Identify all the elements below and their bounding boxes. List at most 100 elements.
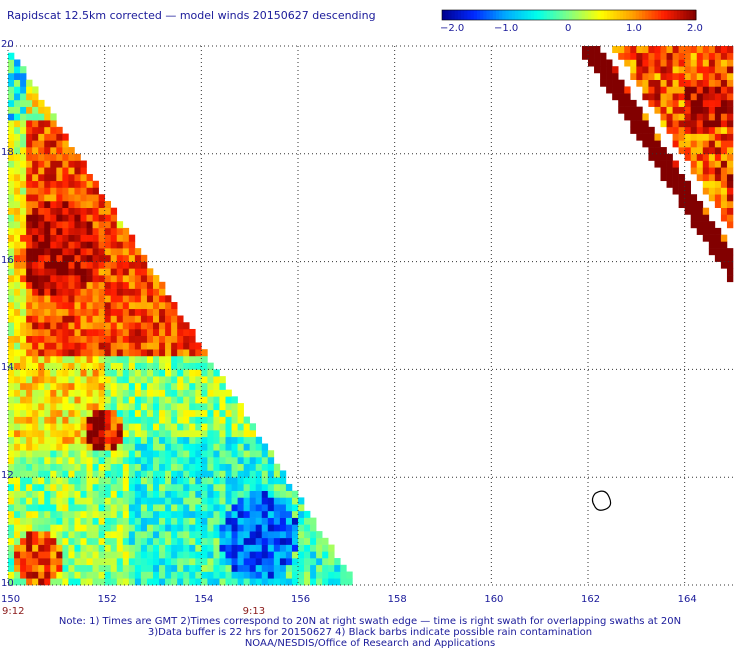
- heatmap-cell: [273, 544, 281, 552]
- heatmap-cell: [165, 558, 172, 566]
- heatmap-cell: [134, 376, 142, 384]
- heatmap-cell: [14, 315, 21, 323]
- heatmap-cell: [80, 362, 87, 370]
- heatmap-cell: [600, 79, 607, 87]
- heatmap-cell: [285, 517, 293, 525]
- heatmap-cell: [195, 450, 202, 458]
- heatmap-cell: [678, 86, 685, 94]
- heatmap-cell: [26, 126, 33, 134]
- heatmap-cell: [177, 558, 184, 566]
- heatmap-cell: [32, 147, 39, 155]
- heatmap-cell: [68, 416, 75, 424]
- heatmap-cell: [340, 578, 347, 586]
- heatmap-cell: [261, 524, 269, 532]
- heatmap-cell: [20, 483, 27, 491]
- heatmap-cell: [207, 497, 214, 505]
- heatmap-cell: [110, 376, 118, 384]
- heatmap-cell: [98, 227, 105, 235]
- heatmap-cell: [14, 355, 21, 363]
- heatmap-cell: [92, 214, 99, 222]
- heatmap-cell: [14, 504, 21, 512]
- heatmap-cell: [696, 221, 704, 229]
- heatmap-cell: [80, 564, 87, 572]
- heatmap-cell: [255, 510, 263, 518]
- heatmap-cell: [20, 551, 27, 559]
- heatmap-cell: [714, 234, 722, 242]
- heatmap-cell: [219, 490, 226, 498]
- heatmap-cell: [267, 564, 275, 572]
- heatmap-cell: [50, 376, 57, 384]
- heatmap-cell: [153, 315, 160, 323]
- heatmap-cell: [128, 450, 136, 458]
- heatmap-cell: [213, 564, 220, 572]
- heatmap-cell: [110, 537, 118, 545]
- heatmap-cell: [660, 93, 667, 101]
- heatmap-cell: [44, 362, 51, 370]
- heatmap-cell: [714, 227, 722, 235]
- heatmap-cell: [219, 571, 226, 579]
- heatmap-cell: [38, 389, 45, 397]
- heatmap-cell: [14, 322, 21, 330]
- heatmap-cell: [86, 409, 93, 417]
- heatmap-cell: [50, 497, 57, 505]
- colorbar-segment: [670, 10, 675, 20]
- heatmap-cell: [316, 578, 323, 586]
- heatmap-cell: [195, 436, 202, 444]
- heatmap-cell: [32, 328, 39, 337]
- heatmap-cell: [237, 477, 244, 485]
- heatmap-cell: [44, 517, 51, 525]
- heatmap-cell: [128, 470, 136, 478]
- heatmap-cell: [38, 160, 45, 168]
- heatmap-cell: [110, 517, 118, 525]
- heatmap-cell: [606, 79, 613, 87]
- heatmap-cell: [660, 106, 667, 114]
- colorbar-segment: [499, 10, 503, 20]
- heatmap-cell: [726, 268, 734, 276]
- heatmap-cell: [98, 430, 105, 438]
- heatmap-cell: [159, 456, 166, 465]
- heatmap-cell: [189, 355, 196, 363]
- heatmap-cell: [68, 382, 75, 390]
- heatmap-cell: [8, 126, 15, 134]
- heatmap-cell: [298, 510, 305, 518]
- heatmap-cell: [690, 66, 698, 74]
- heatmap-cell: [92, 288, 99, 296]
- heatmap-cell: [80, 328, 87, 337]
- heatmap-cell: [44, 430, 51, 438]
- heatmap-cell: [44, 315, 51, 323]
- heatmap-cell: [720, 99, 728, 107]
- heatmap-cell: [146, 288, 154, 296]
- heatmap-cell: [32, 126, 39, 134]
- heatmap-cell: [696, 113, 704, 121]
- heatmap-cell: [720, 214, 728, 222]
- heatmap-cell: [32, 430, 39, 438]
- heatmap-cell: [690, 147, 698, 155]
- heatmap-cell: [98, 295, 105, 303]
- heatmap-cell: [654, 66, 661, 74]
- heatmap-cell: [219, 470, 226, 478]
- heatmap-cell: [237, 450, 244, 458]
- heatmap-cell: [98, 214, 105, 222]
- heatmap-cell: [189, 382, 196, 390]
- heatmap-cell: [92, 302, 99, 310]
- heatmap-cell: [213, 436, 220, 444]
- heatmap-cell: [720, 106, 728, 114]
- heatmap-cell: [189, 544, 196, 552]
- heatmap-cell: [249, 463, 257, 471]
- heatmap-cell: [116, 234, 124, 242]
- heatmap-cell: [62, 160, 69, 168]
- heatmap-cell: [159, 322, 166, 330]
- heatmap-cell: [110, 497, 118, 505]
- heatmap-cell: [316, 551, 323, 559]
- heatmap-cell: [134, 308, 142, 316]
- heatmap-cell: [684, 66, 692, 74]
- heatmap-cell: [183, 463, 190, 471]
- heatmap-cell: [273, 571, 281, 579]
- heatmap-cell: [201, 564, 208, 572]
- heatmap-cell: [56, 436, 63, 444]
- heatmap-cell: [183, 531, 190, 539]
- heatmap-cell: [322, 564, 329, 572]
- heatmap-cell: [74, 328, 81, 337]
- heatmap-cell: [56, 214, 63, 222]
- heatmap-cell: [171, 537, 178, 545]
